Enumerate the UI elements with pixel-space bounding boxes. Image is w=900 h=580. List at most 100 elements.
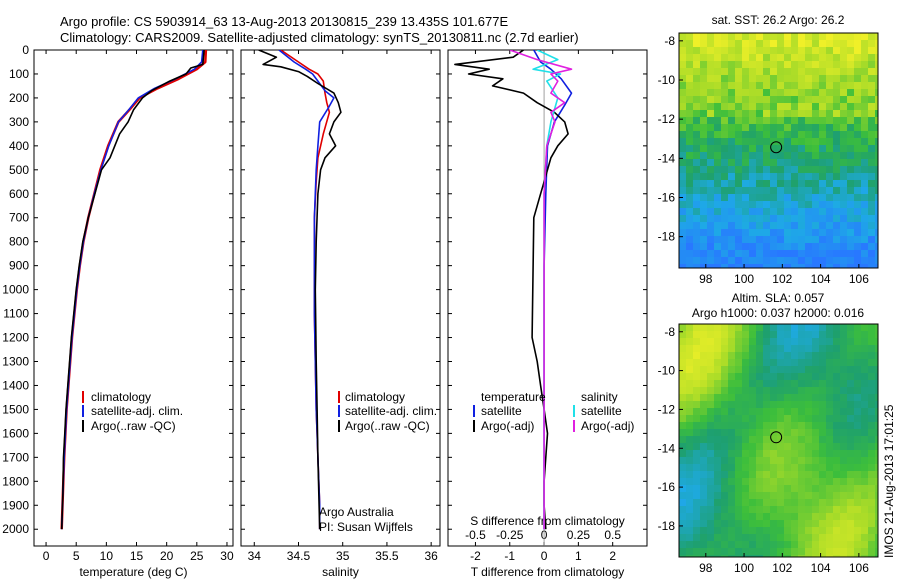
x-tick-label: 34 bbox=[248, 549, 262, 563]
map-cell bbox=[707, 152, 715, 160]
map-cell bbox=[833, 145, 841, 153]
map-cell bbox=[693, 331, 701, 339]
map-cell bbox=[707, 464, 715, 472]
map-cell bbox=[875, 548, 878, 556]
map-cell bbox=[728, 257, 736, 265]
map-cell bbox=[854, 401, 862, 409]
map-cell bbox=[707, 331, 715, 339]
map-cell bbox=[686, 82, 694, 90]
map-cell bbox=[756, 131, 764, 139]
map-cell bbox=[693, 103, 701, 111]
legend-label-satellite: satellite-adj. clim. bbox=[345, 404, 437, 418]
map-cell bbox=[819, 338, 827, 346]
map-cell bbox=[805, 352, 813, 360]
map-cell bbox=[805, 229, 813, 237]
map-cell bbox=[728, 443, 736, 451]
map-cell bbox=[728, 166, 736, 174]
map-cell bbox=[700, 75, 708, 83]
series-line-3 bbox=[258, 50, 342, 530]
map-cell bbox=[721, 541, 729, 549]
map-cell bbox=[693, 68, 701, 76]
map-cell bbox=[728, 422, 736, 430]
map-cell bbox=[812, 478, 820, 486]
map-cell bbox=[714, 324, 722, 332]
map-cell bbox=[714, 527, 722, 535]
map-cell bbox=[798, 492, 806, 500]
map-cell bbox=[847, 422, 855, 430]
map-cell bbox=[805, 103, 813, 111]
map-cell bbox=[756, 40, 764, 48]
map-cell bbox=[840, 471, 848, 479]
map-cell bbox=[875, 222, 878, 230]
series-line-2 bbox=[278, 50, 335, 530]
map-cell bbox=[875, 250, 878, 258]
map-cell bbox=[854, 478, 862, 486]
map-cell bbox=[819, 492, 827, 500]
map-cell bbox=[826, 166, 834, 174]
map-cell bbox=[805, 243, 813, 251]
map-cell bbox=[693, 152, 701, 160]
map-cell bbox=[777, 33, 785, 41]
map-cell bbox=[700, 131, 708, 139]
map-cell bbox=[679, 359, 687, 367]
map-cell bbox=[763, 61, 771, 69]
map-cell bbox=[735, 75, 743, 83]
map-cell bbox=[749, 394, 757, 402]
map-cell bbox=[861, 103, 869, 111]
map-cell bbox=[875, 352, 878, 360]
map-cell bbox=[812, 499, 820, 507]
map-cell bbox=[791, 464, 799, 472]
map-cell bbox=[700, 47, 708, 55]
map-cell bbox=[763, 380, 771, 388]
map-cell bbox=[693, 436, 701, 444]
map-cell bbox=[763, 338, 771, 346]
map-cell bbox=[686, 222, 694, 230]
map-cell bbox=[847, 464, 855, 472]
map-cell bbox=[840, 443, 848, 451]
map-cell bbox=[693, 222, 701, 230]
map-cell bbox=[847, 534, 855, 542]
map-cell bbox=[826, 464, 834, 472]
map-cell bbox=[693, 54, 701, 62]
map-cell bbox=[798, 485, 806, 493]
map-cell bbox=[714, 534, 722, 542]
map-cell bbox=[770, 555, 778, 557]
map-cell bbox=[861, 201, 869, 209]
map-cell bbox=[826, 208, 834, 216]
map-cell bbox=[735, 331, 743, 339]
imos-timestamp-label: IMOS 21-Aug-2013 17:01:25 bbox=[882, 404, 896, 558]
map-cell bbox=[812, 229, 820, 237]
map-cell bbox=[714, 222, 722, 230]
map-cell bbox=[868, 338, 876, 346]
map-cell bbox=[770, 61, 778, 69]
map-cell bbox=[812, 527, 820, 535]
map-cell bbox=[728, 478, 736, 486]
map-cell bbox=[819, 229, 827, 237]
map-cell bbox=[798, 89, 806, 97]
map-cell bbox=[854, 534, 862, 542]
map-cell bbox=[805, 387, 813, 395]
map-cell bbox=[854, 408, 862, 416]
map-cell bbox=[714, 401, 722, 409]
map-cell bbox=[707, 243, 715, 251]
map-cell bbox=[805, 457, 813, 465]
map-cell bbox=[875, 187, 878, 195]
map-cell bbox=[700, 513, 708, 521]
map-cell bbox=[770, 373, 778, 381]
map-cell bbox=[847, 138, 855, 146]
map-cell bbox=[700, 236, 708, 244]
map-cell bbox=[679, 324, 687, 332]
map-cell bbox=[812, 429, 820, 437]
map-cell bbox=[798, 527, 806, 535]
map-cell bbox=[777, 47, 785, 55]
map-cell bbox=[819, 236, 827, 244]
map-cell bbox=[798, 82, 806, 90]
map-cell bbox=[728, 499, 736, 507]
map-cell bbox=[686, 422, 694, 430]
map-cell bbox=[763, 373, 771, 381]
map-cell bbox=[700, 103, 708, 111]
map-cell bbox=[826, 229, 834, 237]
map-cell bbox=[854, 394, 862, 402]
map-cell bbox=[854, 145, 862, 153]
map-cell bbox=[812, 194, 820, 202]
